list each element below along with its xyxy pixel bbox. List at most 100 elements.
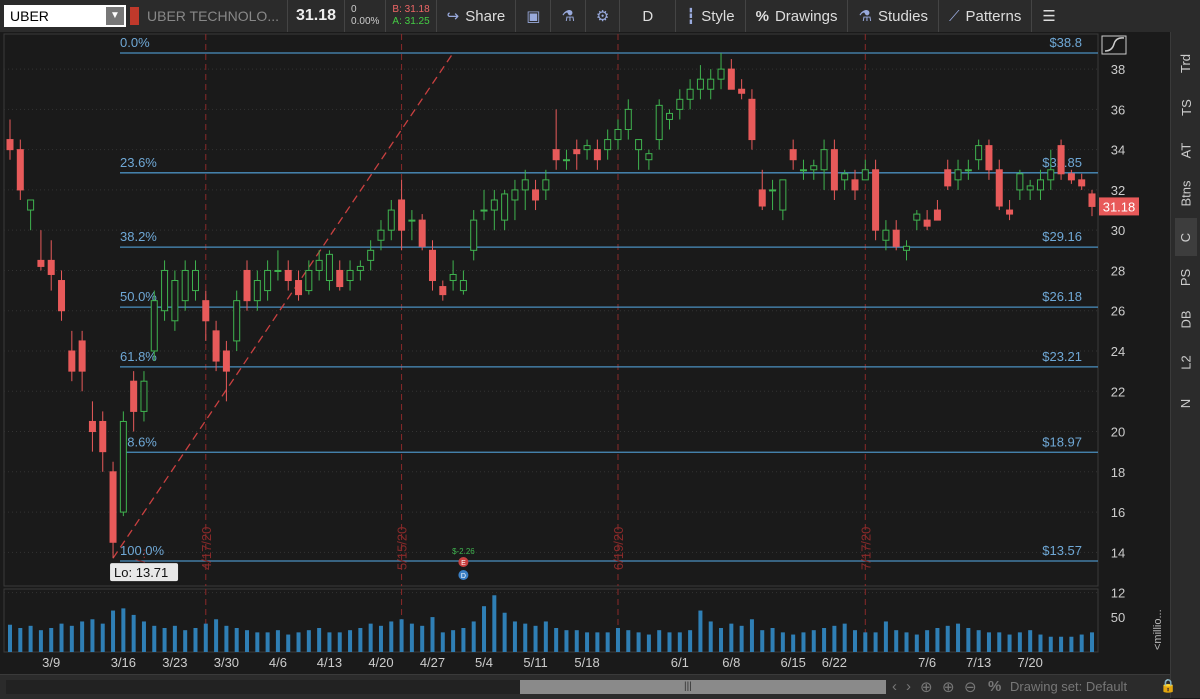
candle-body[interactable]: [583, 145, 591, 151]
right-tab-db[interactable]: DB: [1178, 309, 1194, 329]
candle-body[interactable]: [387, 209, 395, 231]
candle-body[interactable]: [975, 145, 983, 161]
candle-body[interactable]: [727, 68, 735, 90]
crosshair-icon[interactable]: ⊕: [920, 679, 933, 696]
right-tab-c[interactable]: C: [1175, 218, 1197, 256]
candle-body[interactable]: [428, 249, 436, 282]
candle-body[interactable]: [1088, 193, 1096, 207]
candle-body[interactable]: [295, 280, 303, 296]
candle-body[interactable]: [6, 139, 14, 151]
candle-body[interactable]: [593, 149, 601, 161]
candle-body[interactable]: [243, 269, 251, 302]
candle-body[interactable]: [872, 169, 880, 231]
candle-body[interactable]: [645, 153, 653, 161]
candle-body[interactable]: [27, 199, 35, 211]
right-tab-at[interactable]: AT: [1178, 142, 1194, 158]
candle-body[interactable]: [449, 273, 457, 282]
candle-body[interactable]: [686, 88, 694, 100]
candle-body[interactable]: [1057, 145, 1065, 175]
candle-body[interactable]: [779, 179, 787, 211]
drawings-button[interactable]: % Drawings: [746, 0, 848, 32]
candle-body[interactable]: [78, 340, 86, 372]
candle-body[interactable]: [696, 78, 704, 90]
candle-body[interactable]: [851, 179, 859, 191]
candle-body[interactable]: [284, 269, 292, 282]
candle-body[interactable]: [398, 199, 406, 231]
candle-body[interactable]: [501, 193, 509, 221]
candle-body[interactable]: [480, 209, 488, 212]
candle-body[interactable]: [171, 280, 179, 322]
candle-body[interactable]: [325, 253, 333, 282]
settings-button[interactable]: ⚙: [586, 0, 619, 32]
link-color-icon[interactable]: [130, 7, 139, 25]
candle-body[interactable]: [161, 269, 169, 312]
candle-body[interactable]: [614, 129, 622, 141]
candle-body[interactable]: [655, 104, 663, 141]
candle-body[interactable]: [707, 78, 715, 90]
draw-tool-icon[interactable]: [1101, 35, 1127, 55]
candle-body[interactable]: [233, 300, 241, 342]
candle-body[interactable]: [748, 98, 756, 141]
candle-body[interactable]: [532, 189, 540, 201]
candle-body[interactable]: [191, 269, 199, 292]
candle-body[interactable]: [738, 88, 746, 94]
lab-button[interactable]: ⚗: [551, 0, 584, 32]
period-button[interactable]: D: [620, 0, 675, 32]
candle-body[interactable]: [841, 173, 849, 181]
candle-body[interactable]: [933, 209, 941, 221]
candle-body[interactable]: [58, 280, 66, 312]
studies-button[interactable]: ⚗ Studies: [848, 0, 938, 32]
candle-body[interactable]: [253, 280, 261, 302]
symbol-dropdown-icon[interactable]: ▼: [106, 7, 124, 25]
candle-body[interactable]: [140, 380, 148, 412]
candle-body[interactable]: [944, 169, 952, 187]
dividend-marker-icon[interactable]: [458, 570, 469, 580]
candle-body[interactable]: [1067, 173, 1075, 181]
candle-body[interactable]: [964, 169, 972, 172]
candle-body[interactable]: [16, 149, 24, 191]
percent-scale-icon[interactable]: %: [988, 678, 1002, 695]
candle-body[interactable]: [346, 269, 354, 282]
candle-body[interactable]: [99, 420, 107, 453]
candle-body[interactable]: [439, 286, 447, 296]
candle-body[interactable]: [264, 269, 272, 292]
lock-icon[interactable]: 🔒: [1160, 678, 1177, 693]
candle-body[interactable]: [521, 179, 529, 191]
candle-body[interactable]: [202, 300, 210, 322]
candle-body[interactable]: [552, 149, 560, 161]
candle-body[interactable]: [68, 350, 76, 372]
candle-body[interactable]: [820, 149, 828, 171]
right-tab-trd[interactable]: Trd: [1178, 53, 1194, 73]
candle-body[interactable]: [769, 189, 777, 192]
right-tab-n[interactable]: N: [1178, 398, 1194, 408]
alerts-button[interactable]: ▣: [516, 0, 550, 32]
candle-body[interactable]: [305, 269, 313, 292]
candle-body[interactable]: [542, 179, 550, 191]
candle-body[interactable]: [459, 280, 467, 292]
right-tab-ts[interactable]: TS: [1178, 98, 1194, 116]
candle-body[interactable]: [861, 169, 869, 181]
candle-body[interactable]: [1078, 179, 1086, 187]
candle-body[interactable]: [222, 350, 230, 372]
candle-body[interactable]: [892, 229, 900, 247]
scroll-right-icon[interactable]: ›: [906, 678, 911, 695]
candle-body[interactable]: [985, 145, 993, 171]
candle-body[interactable]: [1006, 209, 1014, 215]
earnings-marker-icon[interactable]: [458, 557, 469, 567]
candle-body[interactable]: [511, 189, 519, 201]
candle-body[interactable]: [377, 229, 385, 241]
candle-body[interactable]: [923, 219, 931, 227]
candle-body[interactable]: [315, 259, 323, 271]
candle-body[interactable]: [830, 149, 838, 191]
candle-body[interactable]: [604, 139, 612, 151]
drawing-set-label[interactable]: Drawing set: Default: [1010, 679, 1128, 694]
candle-body[interactable]: [954, 169, 962, 181]
candle-body[interactable]: [913, 213, 921, 221]
candle-body[interactable]: [367, 249, 375, 261]
candle-body[interactable]: [789, 149, 797, 161]
style-button[interactable]: ┇ Style: [676, 0, 744, 32]
candle-body[interactable]: [562, 159, 570, 162]
price-chart[interactable]: 0.0%$38.823.6%$32.8538.2%$29.1650.0%$26.…: [0, 32, 1170, 674]
zoom-in-icon[interactable]: ⊕: [942, 679, 955, 696]
menu-button[interactable]: ☰: [1032, 0, 1065, 32]
